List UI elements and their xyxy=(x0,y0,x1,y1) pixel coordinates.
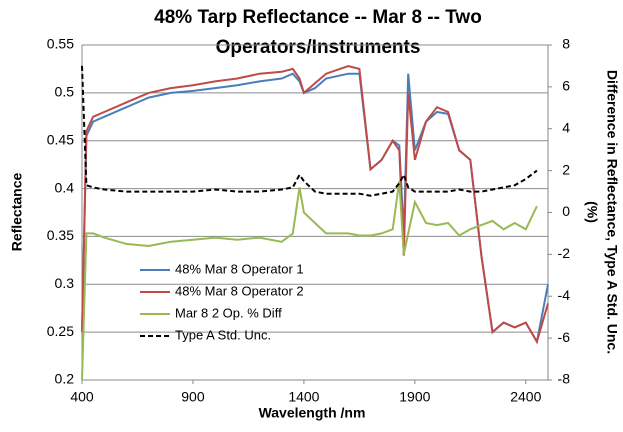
y2-tick-label: -8 xyxy=(558,371,571,387)
y2-tick-label: 0 xyxy=(562,203,570,219)
y2-tick-label: -4 xyxy=(558,287,571,303)
y-tick-label: 0.2 xyxy=(55,371,75,387)
legend-label: Type A Std. Unc. xyxy=(175,327,271,342)
y2-tick-label: 2 xyxy=(562,161,570,177)
series-line xyxy=(81,180,538,381)
chart-title: 48% Tarp Reflectance -- Mar 8 -- Two xyxy=(154,7,482,28)
y2-tick-label: 8 xyxy=(562,36,570,52)
y-tick-label: 0.3 xyxy=(55,275,75,291)
x-tick-label: 900 xyxy=(181,389,205,405)
x-axis-label: Wavelength /nm xyxy=(259,405,366,421)
legend-label: Mar 8 2 Op. % Diff xyxy=(175,305,282,320)
y2-axis-label: Difference in Reflectance, Type A Std. U… xyxy=(604,70,620,354)
y-tick-label: 0.4 xyxy=(55,179,75,195)
legend-label: 48% Mar 8 Operator 2 xyxy=(175,283,304,298)
y-tick-label: 0.45 xyxy=(47,131,74,147)
legend-label: 48% Mar 8 Operator 1 xyxy=(175,261,304,276)
y2-axis-label: (%) xyxy=(584,201,600,223)
x-tick-label: 1400 xyxy=(288,389,319,405)
y2-tick-label: 6 xyxy=(562,78,570,94)
y2-tick-label: -2 xyxy=(558,245,571,261)
y-tick-label: 0.55 xyxy=(47,36,74,52)
chart-title: Operators/Instruments xyxy=(216,37,421,58)
y-tick-label: 0.5 xyxy=(55,84,75,100)
series-line xyxy=(81,72,549,345)
y-tick-label: 0.25 xyxy=(47,323,74,339)
y-tick-label: 0.35 xyxy=(47,227,74,243)
series-line xyxy=(81,65,549,345)
y-axis-label: Reflectance xyxy=(9,172,25,251)
x-tick-label: 1900 xyxy=(399,389,430,405)
y2-tick-label: -6 xyxy=(558,329,571,345)
x-tick-label: 2400 xyxy=(510,389,541,405)
x-tick-label: 400 xyxy=(70,389,94,405)
y2-tick-label: 4 xyxy=(562,119,570,135)
series-line xyxy=(81,65,538,197)
